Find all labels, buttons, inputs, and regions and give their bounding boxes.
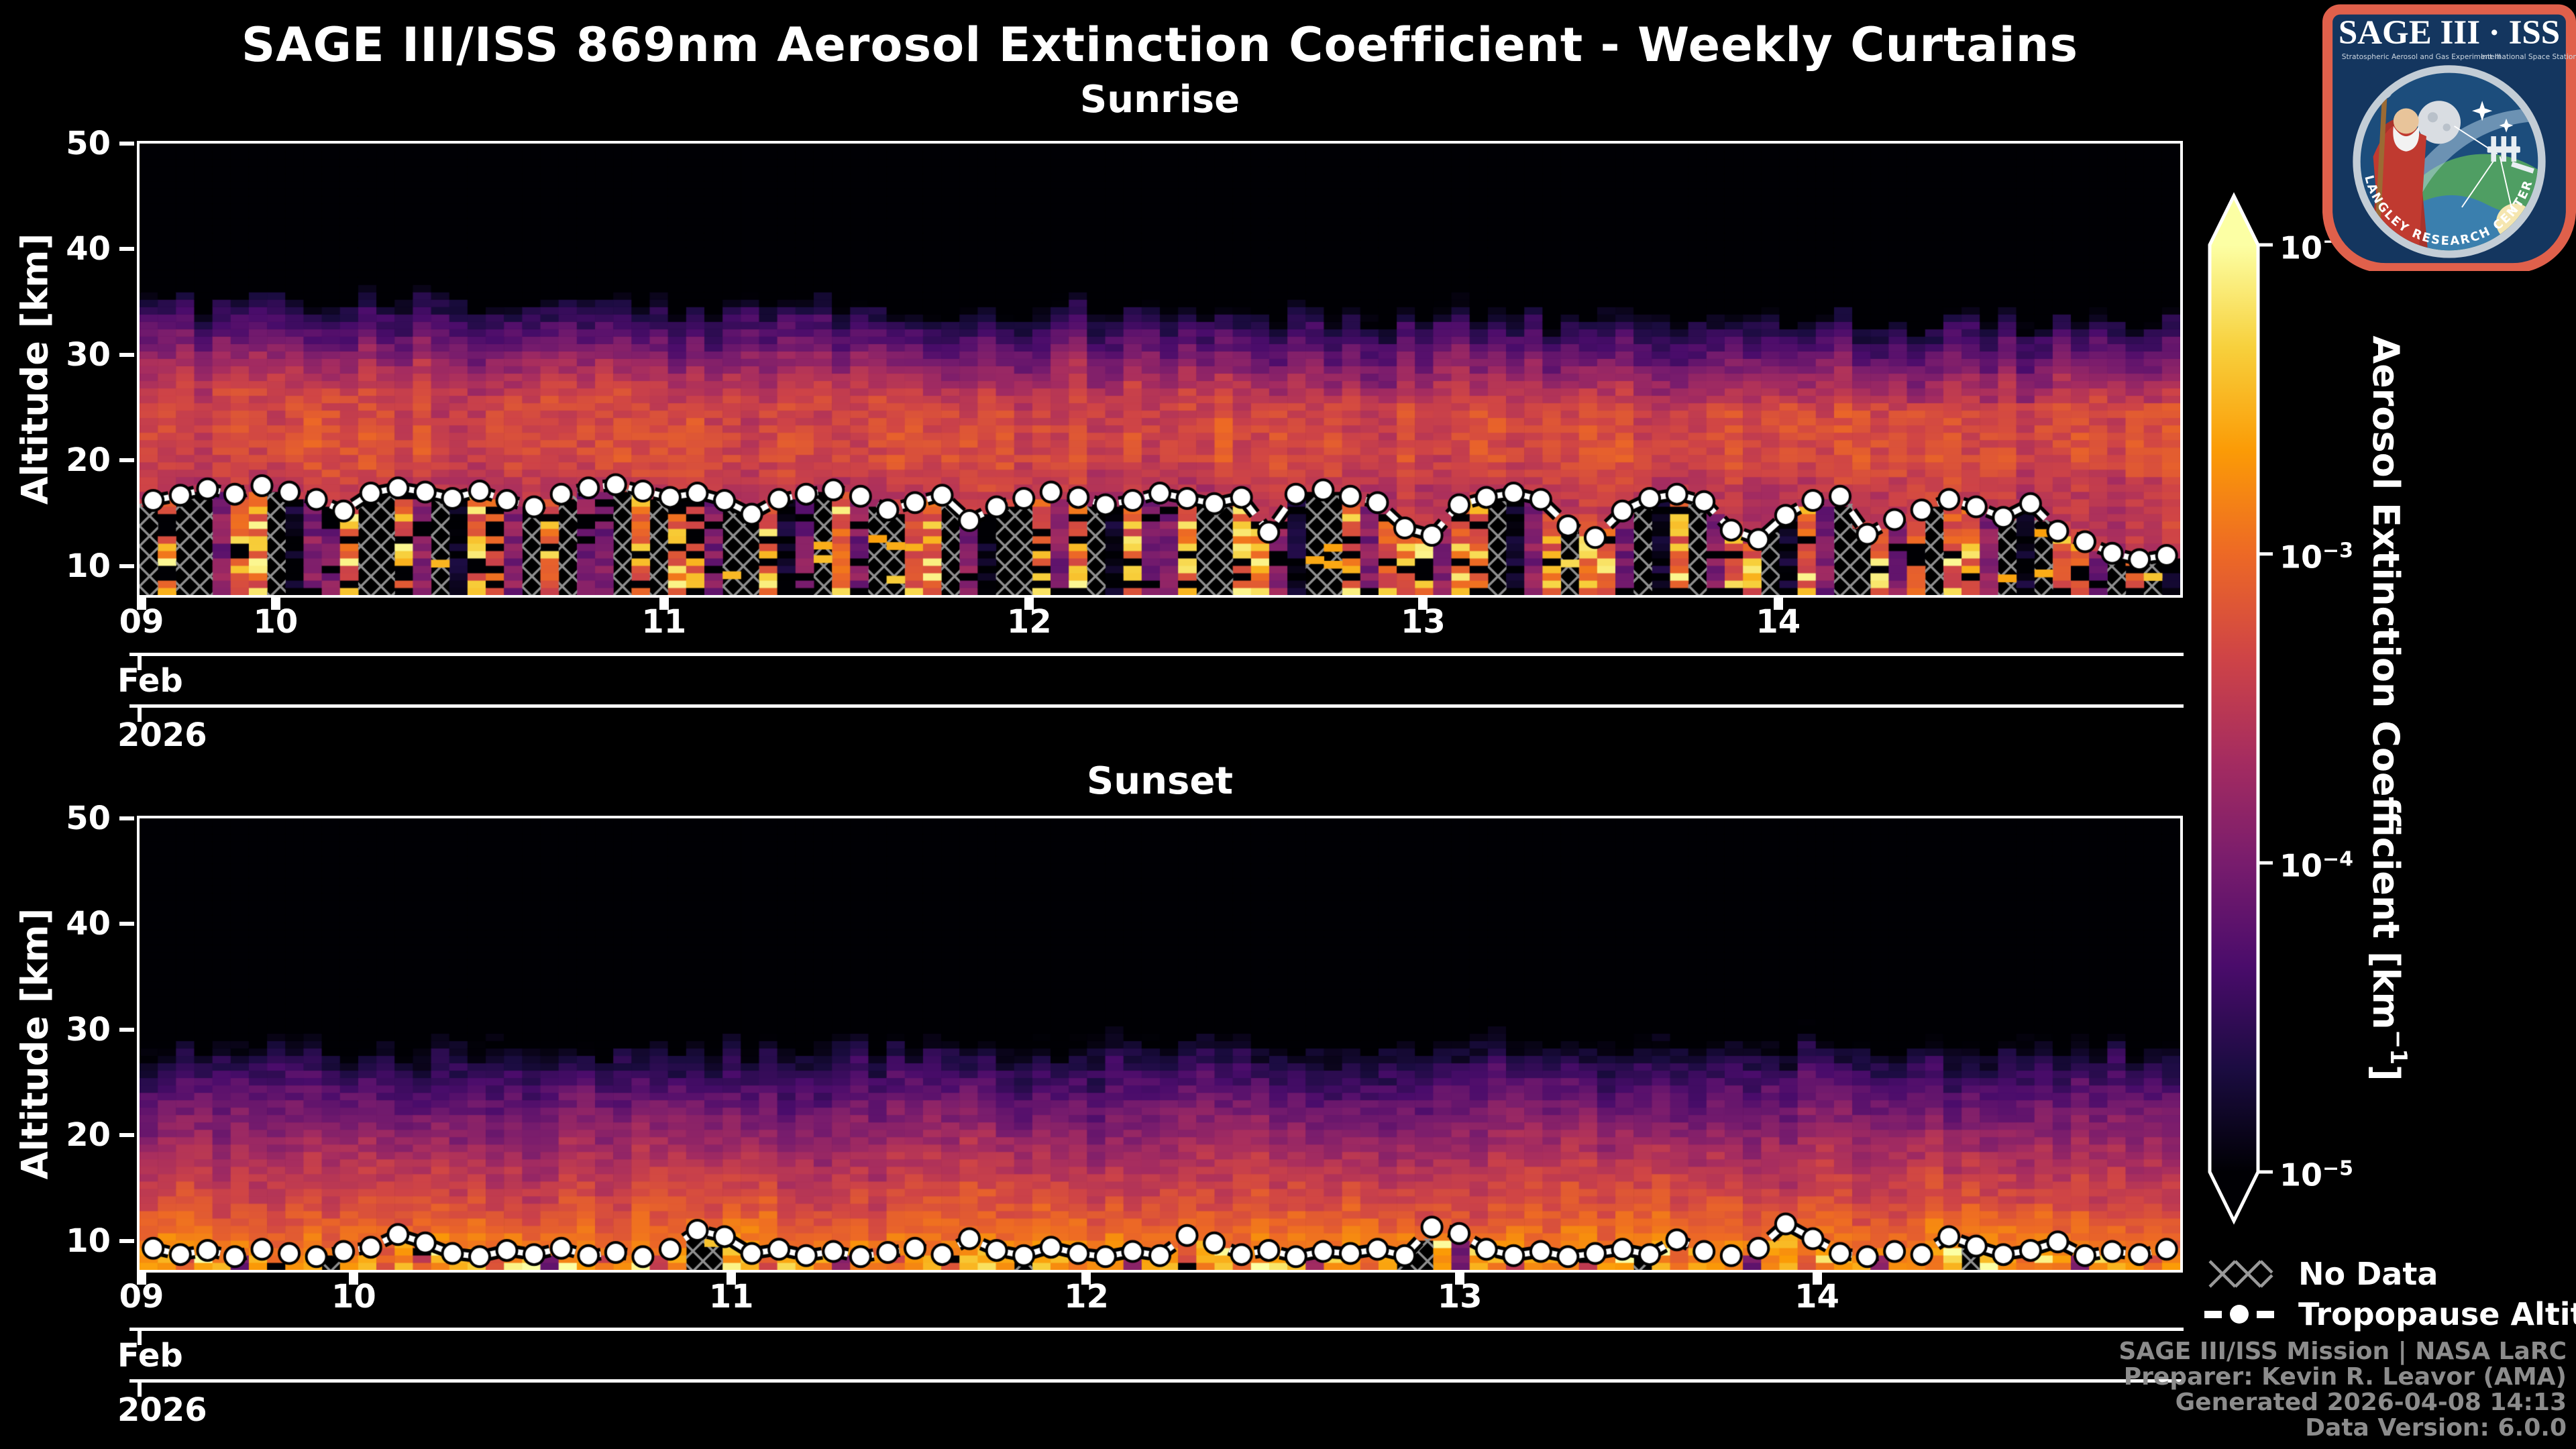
- x-tick-label: 09: [119, 1278, 164, 1316]
- year-axis-line: [129, 1379, 2184, 1383]
- mission-logo: SAGE III · ISS Stratospheric Aerosol and…: [2322, 4, 2576, 271]
- x-tick-mark: [137, 1273, 147, 1285]
- x-tick-label: 10: [253, 603, 299, 641]
- legend-item-tropopause: Tropopause Altitude: [2204, 1296, 2576, 1332]
- y-tick-mark: [119, 564, 134, 568]
- x-tick-mark: [1455, 1273, 1465, 1285]
- y-tick-label: 40: [66, 230, 111, 268]
- legend-label-tropopause: Tropopause Altitude: [2298, 1296, 2576, 1332]
- y-tick-label: 40: [66, 905, 111, 943]
- month-label: Feb: [117, 662, 183, 700]
- colorbar-gradient-bar: [2208, 192, 2260, 1225]
- x-tick-mark: [137, 598, 147, 610]
- sunrise-heatmap-canvas: [140, 144, 2180, 595]
- y-tick-mark: [119, 816, 134, 820]
- y-tick-label: 30: [66, 335, 111, 374]
- month-label: Feb: [117, 1337, 183, 1375]
- x-tick-label: 14: [1794, 1278, 1839, 1316]
- y-tick-label: 10: [66, 1222, 111, 1260]
- tropopause-line-icon: [2204, 1305, 2274, 1324]
- year-axis-line: [129, 704, 2184, 708]
- footer-credits: SAGE III/ISS Mission | NASA LaRC Prepare…: [2118, 1339, 2567, 1441]
- footer-generated: Generated 2026-04-08 14:13: [2175, 1389, 2567, 1416]
- x-tick-mark: [1773, 598, 1783, 610]
- y-tick-mark: [119, 1238, 134, 1243]
- y-tick-mark: [119, 922, 134, 926]
- legend-label-no-data: No Data: [2298, 1256, 2438, 1292]
- y-tick-mark: [119, 1133, 134, 1138]
- y-tick-mark: [119, 352, 134, 357]
- x-tick-mark: [659, 598, 669, 610]
- colorbar-tick-label: 10−5: [2279, 1157, 2354, 1193]
- footer-mission: SAGE III/ISS Mission | NASA LaRC: [2118, 1338, 2567, 1365]
- year-label: 2026: [117, 1391, 207, 1429]
- x-tick-label: 12: [1006, 603, 1052, 641]
- sunset-plot-area: 50 40 30 20 10 09 10 11 12 13 14 Feb 2026: [66, 801, 2184, 1426]
- x-tick-label: 10: [331, 1278, 376, 1316]
- month-axis-tick: [138, 1328, 142, 1345]
- x-tick-mark: [349, 1273, 359, 1285]
- y-tick-label: 50: [66, 800, 111, 837]
- month-axis-line: [129, 653, 2184, 656]
- x-tick-mark: [727, 1273, 737, 1285]
- logo-subtitle-left: Stratospheric Aerosol and Gas Experiment…: [2342, 53, 2501, 61]
- y-tick-label: 30: [66, 1010, 111, 1049]
- y-tick-label: 20: [66, 1116, 111, 1155]
- x-tick-label: 13: [1401, 603, 1446, 641]
- x-tick-mark: [1024, 598, 1034, 610]
- logo-subtitle-right: International Space Station: [2481, 53, 2576, 61]
- y-tick-label: 10: [66, 547, 111, 585]
- x-tick-mark: [1081, 1273, 1091, 1285]
- month-axis-tick: [138, 653, 142, 670]
- x-tick-label: 13: [1437, 1278, 1483, 1316]
- footer-preparer: Preparer: Kevin R. Leavor (AMA): [2123, 1363, 2567, 1391]
- y-tick-label: 50: [66, 125, 111, 162]
- year-axis-tick: [138, 1379, 142, 1397]
- colorbar-tick-label: 10−3: [2279, 538, 2354, 576]
- footer-data-version: Data Version: 6.0.0: [2305, 1414, 2567, 1442]
- x-tick-mark: [270, 598, 280, 610]
- logo-title: SAGE III · ISS: [2339, 14, 2560, 52]
- y-tick-mark: [119, 458, 134, 463]
- year-axis-tick: [138, 704, 142, 722]
- y-tick-label: 20: [66, 441, 111, 480]
- colorbar: [2208, 192, 2273, 1225]
- x-tick-label: 11: [708, 1278, 754, 1316]
- colorbar-tick-marks: [2258, 243, 2273, 1174]
- x-tick-mark: [1812, 1273, 1822, 1285]
- x-tick-label: 11: [641, 603, 687, 641]
- x-tick-label: 12: [1064, 1278, 1109, 1316]
- figure-title: SAGE III/ISS 869nm Aerosol Extinction Co…: [241, 17, 2079, 72]
- sunrise-plot-area: 50 40 30 20 10 09 10 11 12 13 14 Feb 2026: [66, 126, 2184, 751]
- x-tick-mark: [1418, 598, 1428, 610]
- year-label: 2026: [117, 716, 207, 754]
- y-tick-mark: [119, 1027, 134, 1032]
- no-data-hatch-icon: [2208, 1260, 2273, 1288]
- x-tick-label: 09: [119, 603, 164, 641]
- colorbar-tick-label: 10−4: [2279, 847, 2354, 885]
- sunset-subtitle: Sunset: [1086, 759, 1234, 803]
- y-tick-mark: [119, 247, 134, 252]
- x-tick-label: 14: [1756, 603, 1801, 641]
- colorbar-axis-label: Aerosol Extinction Coefficient [km−1]: [2365, 335, 2412, 1081]
- y-tick-mark: [119, 142, 134, 146]
- sunset-heatmap-canvas: [140, 818, 2180, 1270]
- legend-item-no-data: No Data: [2207, 1256, 2438, 1292]
- sunrise-subtitle: Sunrise: [1079, 78, 1240, 121]
- month-axis-line: [129, 1328, 2184, 1331]
